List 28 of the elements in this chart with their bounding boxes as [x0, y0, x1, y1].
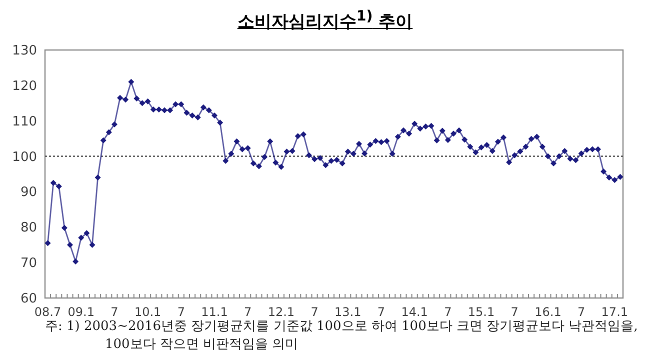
- x-tick-label: 7: [444, 305, 452, 319]
- x-tick-label: 08.7: [34, 305, 62, 319]
- x-tick-label: 7: [377, 305, 386, 319]
- y-tick-label: 70: [20, 256, 37, 272]
- x-tick-label: 11.1: [201, 305, 228, 319]
- title: 소비자심리지수$^{1)}$ 추이: [236, 8, 414, 33]
- y-tick-label: 90: [20, 185, 37, 200]
- y-tick-label: 60: [20, 292, 37, 306]
- x-tick-label: 7: [110, 305, 118, 319]
- x-tick-label: 16.1: [534, 305, 562, 319]
- x-tick-label: 7: [177, 305, 185, 319]
- x-tick-label: 7: [244, 305, 252, 319]
- y-tick-label: 130: [12, 44, 37, 58]
- text: 주: 1) 2003~2016년중 장기평균치를 기준값 100으로 하여 100보다 크면 장기평균보다 낙관적임을, 100보다 작으면 비판적임을 의미: [44, 318, 639, 354]
- y-tick-label: 110: [12, 114, 37, 130]
- y-tick-label: 80: [20, 220, 37, 236]
- x-tick-label: 14.1: [401, 305, 428, 319]
- x-tick-label: 10.1: [134, 305, 162, 319]
- x-tick-label: 7: [510, 305, 518, 319]
- y-tick-label: 100: [12, 150, 37, 165]
- x-tick-label: 7: [310, 305, 318, 319]
- x-tick-label: 12.1: [268, 305, 295, 319]
- x-tick-label: 7: [577, 305, 586, 319]
- x-tick-label: 13.1: [334, 305, 362, 319]
- x-tick-label: 09.1: [68, 305, 94, 319]
- y-tick-label: 120: [12, 78, 37, 94]
- x-tick-label: 15.1: [468, 305, 495, 319]
- x-tick-label: 17.1: [601, 305, 628, 319]
